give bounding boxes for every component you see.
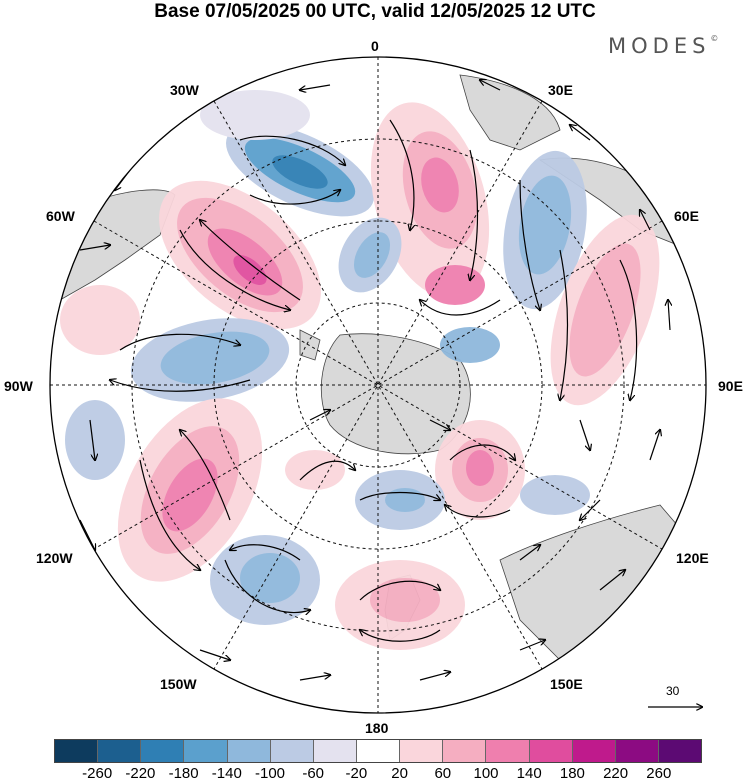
colorbar-tick-label: 180 (559, 765, 585, 782)
colorbar-swatch (270, 740, 314, 762)
modes-logo: MODES© (608, 34, 719, 58)
lon-label-120e: 120E (676, 550, 709, 566)
map-title: Base 07/05/2025 00 UTC, valid 12/05/2025… (154, 1, 596, 22)
lon-label-90w: 90W (4, 378, 33, 394)
colorbar-tick-label: -180 (168, 765, 199, 782)
colorbar-swatch (486, 740, 530, 762)
colorbar-tick-label: 220 (603, 765, 629, 782)
lon-label-30w: 30W (170, 82, 199, 98)
lon-label-90e: 90E (718, 378, 743, 394)
lon-label-180: 180 (365, 720, 389, 736)
lon-label-0: 0 (371, 38, 379, 54)
anomaly-shading (60, 90, 660, 650)
lon-label-150w: 150W (160, 676, 197, 692)
colorbar-swatch (184, 740, 228, 762)
lon-label-60w: 60W (46, 208, 75, 224)
colorbar-swatch (529, 740, 573, 762)
vector-scale-label: 30 (666, 684, 680, 698)
colorbar-tick-label: 100 (473, 765, 499, 782)
colorbar-tick-label: -20 (345, 765, 368, 782)
colorbar-tick-label: -220 (125, 765, 156, 782)
colorbar-swatch (55, 740, 99, 762)
colorbar-swatch (313, 740, 357, 762)
colorbar-swatch (400, 740, 444, 762)
colorbar-swatch (615, 740, 659, 762)
colorbar-tick-label: 20 (391, 765, 408, 782)
colorbar-tick-label: -260 (82, 765, 113, 782)
colorbar-tick-label: -60 (302, 765, 325, 782)
lon-label-120w: 120W (36, 550, 73, 566)
polar-map (49, 56, 707, 714)
lon-label-150e: 150E (550, 676, 583, 692)
colorbar (54, 739, 702, 763)
colorbar-tick-label: 60 (434, 765, 452, 782)
graticule (50, 57, 706, 713)
colorbar-tick-label: 260 (646, 765, 672, 782)
colorbar-swatch (227, 740, 271, 762)
colorbar-tick-label: -100 (254, 765, 286, 782)
colorbar-swatch (98, 740, 142, 762)
colorbar-swatch (443, 740, 487, 762)
colorbar-tick-label: 140 (516, 765, 542, 782)
colorbar-swatch (141, 740, 185, 762)
lon-label-30e: 30E (548, 82, 573, 98)
colorbar-swatch (572, 740, 616, 762)
lon-label-60e: 60E (674, 208, 699, 224)
colorbar-tick-label: -140 (211, 765, 242, 782)
colorbar-swatch (356, 740, 401, 762)
colorbar-swatch (658, 740, 702, 762)
